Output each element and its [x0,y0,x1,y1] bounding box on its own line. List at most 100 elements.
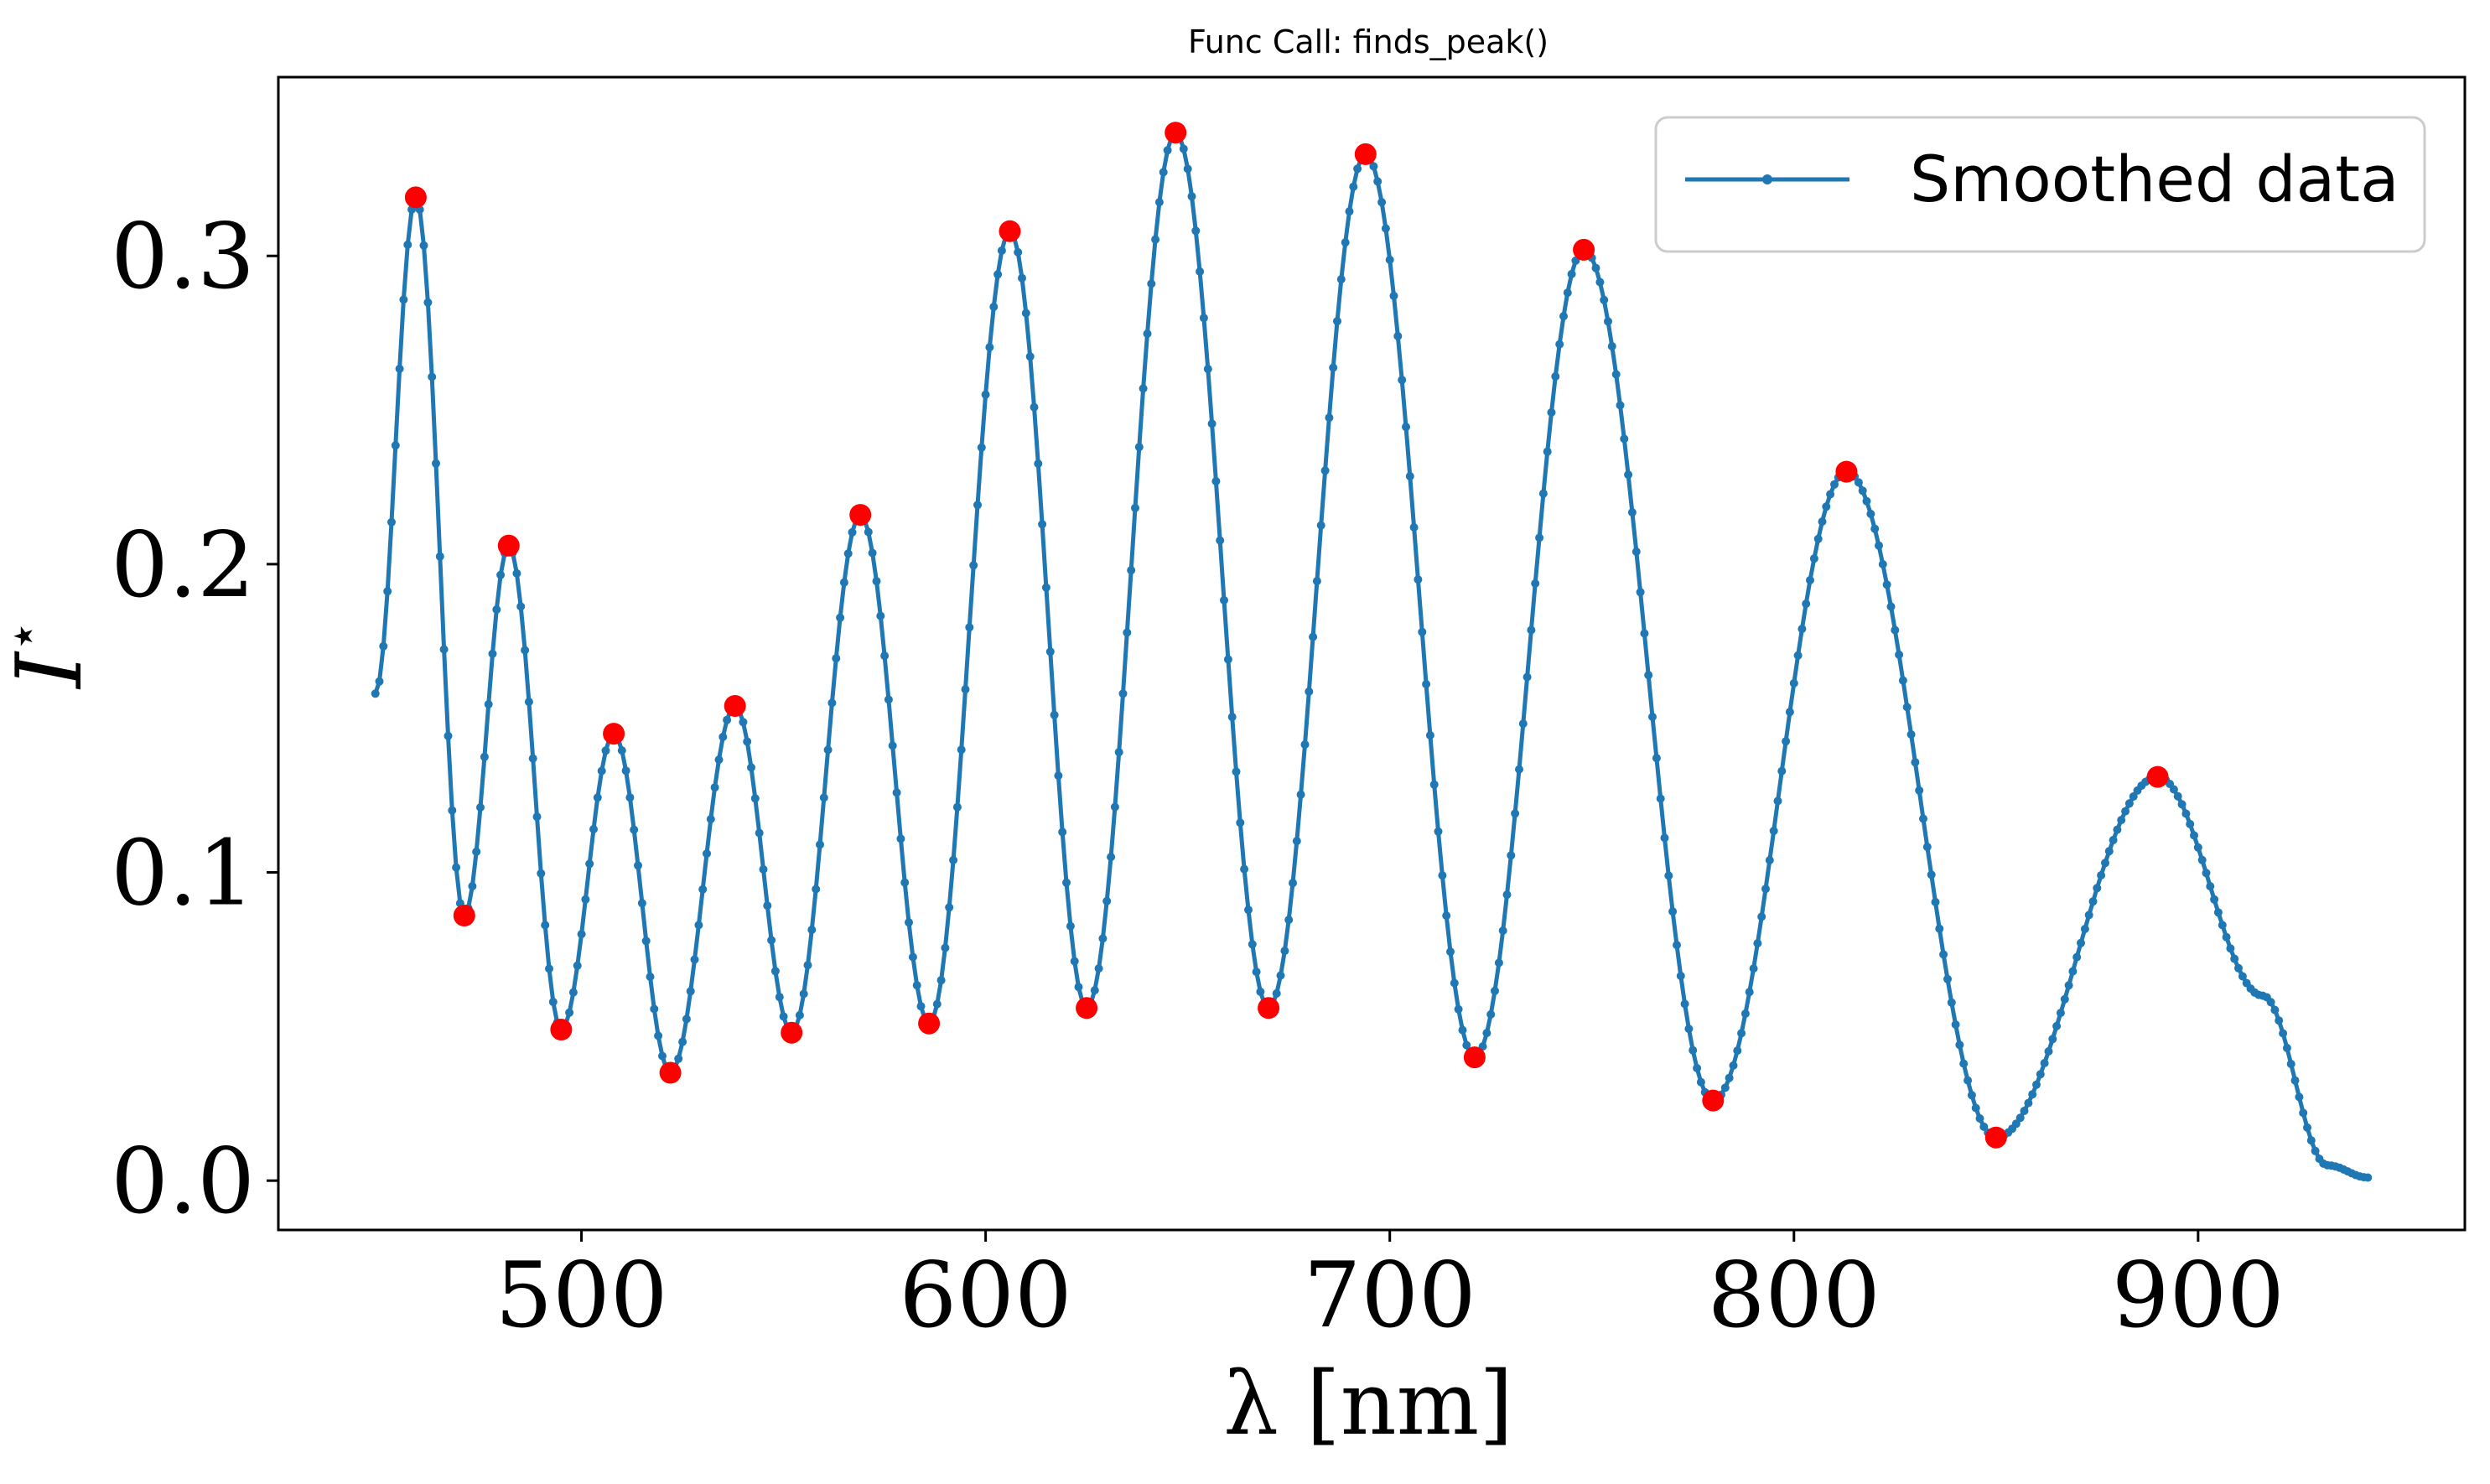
data-point [2193,843,2202,852]
data-point [2295,1092,2304,1102]
data-point [1074,983,1083,992]
data-point [1256,987,1265,996]
data-point [1123,628,1132,637]
data-point [1127,566,1136,575]
data-point [1187,192,1196,201]
plot-area [277,75,2467,1232]
y-axis-label-base: I [0,651,102,690]
data-point [383,587,392,596]
data-point [1757,912,1766,921]
data-point [718,732,728,741]
data-point [577,930,586,939]
data-point [2088,897,2098,906]
data-point [476,803,485,812]
data-point [1737,1029,1746,1038]
x-tick-label: 600 [900,1243,1072,1348]
data-point [1389,291,1398,300]
data-point [1745,988,1754,997]
data-point [1963,1076,1973,1085]
data-point [1600,295,1609,304]
data-point [969,561,978,570]
data-point [1349,182,1358,191]
data-point [1684,1025,1694,1034]
data-point [1280,947,1289,956]
data-point [997,246,1006,255]
data-point [658,1051,667,1061]
peak-marker [603,723,625,745]
data-point [1373,177,1382,186]
data-point [843,549,853,558]
data-point [2011,1119,2021,1129]
data-point [1878,560,1887,568]
data-point [941,943,950,952]
data-point [597,766,606,776]
data-point [399,295,408,304]
data-point [1551,372,1560,381]
data-point [694,921,703,930]
data-point [1668,907,1678,916]
data-point [488,649,497,658]
data-point [2279,1029,2288,1038]
data-point [1947,998,1956,1007]
data-point [755,828,764,838]
data-point [1058,828,1067,837]
data-point [945,903,954,912]
data-point [621,766,630,776]
data-point [1482,1029,1491,1038]
data-point [678,1037,687,1046]
data-point [2109,836,2118,844]
data-point [949,855,958,864]
data-point [2303,1123,2311,1132]
peak-marker [1165,122,1187,144]
data-point [650,1004,659,1014]
data-point [2213,908,2223,917]
data-point [1289,879,1297,888]
data-point [2222,932,2231,942]
data-point [565,1008,574,1017]
data-point [2234,963,2243,973]
data-point [1927,870,1936,880]
data-point [690,955,699,964]
data-point [2101,859,2109,868]
x-tick-label: 700 [1304,1243,1476,1348]
data-point [2048,1035,2057,1044]
data-point [1959,1059,1969,1068]
data-point [1813,534,1823,543]
series-layer [371,128,2373,1182]
data-point [2210,895,2219,904]
data-point [985,343,994,352]
data-point [1797,625,1807,634]
data-point [1134,443,1144,452]
data-point [496,570,506,579]
data-point [908,952,917,962]
data-point [2169,785,2178,794]
data-point [2129,792,2138,801]
data-point [1547,407,1556,417]
data-point [1862,496,1871,506]
data-point [1309,632,1318,641]
data-point [1518,719,1528,729]
data-point [2056,1009,2065,1018]
data-point [1014,247,1023,257]
data-point [1232,767,1241,776]
data-point [1094,964,1103,973]
data-point [884,695,893,704]
data-point [816,840,824,849]
data-point [601,746,610,755]
data-point [492,605,501,614]
data-point [2270,1005,2280,1014]
data-point [1446,947,1455,957]
data-point [839,578,848,587]
data-point [1640,629,1649,638]
data-point [1563,288,1572,298]
data-point [2113,825,2122,834]
plot-frame [277,75,2467,1232]
data-point [686,987,695,996]
data-point [1402,423,1410,432]
peak-marker [404,186,427,209]
data-point [1951,1020,1960,1029]
data-point [1689,1046,1698,1055]
data-point [1789,678,1798,688]
data-point [888,741,897,750]
